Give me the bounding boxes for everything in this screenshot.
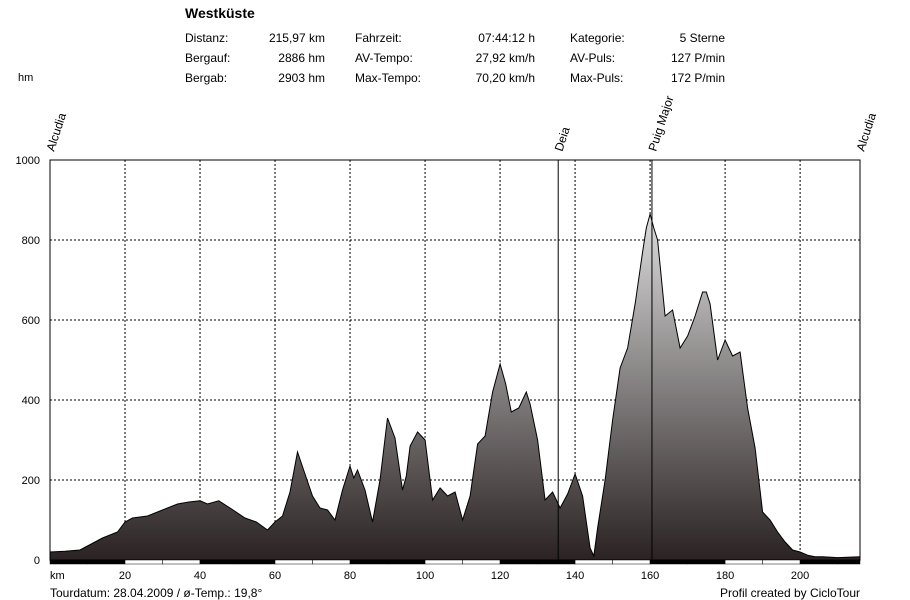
stat-label: Bergauf: xyxy=(185,51,231,65)
stat-value: 07:44:12 h xyxy=(478,31,535,45)
stat-label: Bergab: xyxy=(185,71,228,85)
x-tick-label: 180 xyxy=(716,570,734,582)
distance-scale-segment xyxy=(537,559,576,565)
stat-label: AV-Tempo: xyxy=(355,51,413,65)
stat-label: Kategorie: xyxy=(570,31,625,45)
distance-scale-segment xyxy=(724,559,763,565)
y-tick-label: 0 xyxy=(34,555,40,567)
distance-scale-segment xyxy=(462,559,501,565)
stat-label: Max-Tempo: xyxy=(355,71,422,85)
waypoint-label: Alcudia xyxy=(854,111,880,153)
y-tick-label: 800 xyxy=(22,235,40,247)
x-tick-label: 80 xyxy=(344,570,356,582)
distance-scale-segment xyxy=(274,559,313,565)
distance-scale-segment xyxy=(499,559,538,565)
distance-scale-segment xyxy=(612,559,651,565)
y-tick-label: 400 xyxy=(22,395,40,407)
stat-value: 127 P/min xyxy=(670,51,725,65)
stat-value: 27,92 km/h xyxy=(475,51,535,65)
distance-scale-segment xyxy=(424,559,463,565)
distance-scale-segment xyxy=(762,559,801,565)
distance-scale-segment xyxy=(237,559,276,565)
y-tick-label: 1000 xyxy=(16,155,40,167)
chart-title: Westküste xyxy=(185,5,255,21)
stat-value: 215,97 km xyxy=(268,31,325,45)
distance-scale-segment xyxy=(124,559,163,565)
waypoint-label: Alcudia xyxy=(44,111,70,153)
distance-scale-segment xyxy=(687,559,726,565)
stat-value: 2903 hm xyxy=(278,71,325,85)
x-tick-label: 160 xyxy=(641,570,659,582)
x-tick-label: 200 xyxy=(791,570,809,582)
stat-label: Max-Puls: xyxy=(570,71,624,85)
stat-label: Fahrzeit: xyxy=(355,31,402,45)
distance-scale-segment xyxy=(312,559,351,565)
distance-scale-segment xyxy=(199,559,238,565)
tour-date-footer: Tourdatum: 28.04.2009 / ø-Temp.: 19,8° xyxy=(50,586,263,600)
y-axis-label: hm xyxy=(18,72,34,84)
elevation-area xyxy=(49,212,861,561)
stat-label: AV-Puls: xyxy=(570,51,616,65)
x-tick-label: 100 xyxy=(416,570,434,582)
distance-scale-segment xyxy=(349,559,388,565)
x-tick-label: 20 xyxy=(119,570,131,582)
distance-scale-segment xyxy=(162,559,201,565)
y-tick-label: 600 xyxy=(22,315,40,327)
distance-scale-segment xyxy=(799,559,838,565)
distance-scale-segment xyxy=(837,559,861,565)
x-tick-label: 60 xyxy=(269,570,281,582)
y-tick-label: 200 xyxy=(22,475,40,487)
distance-scale-segment xyxy=(574,559,613,565)
distance-scale-segment xyxy=(49,559,88,565)
stat-label: Distanz: xyxy=(185,31,229,45)
stat-value: 5 Sterne xyxy=(679,31,725,45)
waypoint-label: Deia xyxy=(552,125,573,153)
stat-value: 70,20 km/h xyxy=(475,71,535,85)
credits-footer: Profil created by CicloTour xyxy=(719,586,860,600)
stat-value: 172 P/min xyxy=(670,71,725,85)
waypoint-label: Puig Major xyxy=(645,94,676,153)
distance-scale-segment xyxy=(87,559,126,565)
distance-scale-segment xyxy=(649,559,688,565)
x-tick-label: 120 xyxy=(491,570,509,582)
distance-scale-segment xyxy=(387,559,426,565)
stat-value: 2886 hm xyxy=(278,51,325,65)
x-tick-label: 40 xyxy=(194,570,206,582)
x-tick-label: 140 xyxy=(566,570,584,582)
x-axis-label: km xyxy=(50,570,65,582)
